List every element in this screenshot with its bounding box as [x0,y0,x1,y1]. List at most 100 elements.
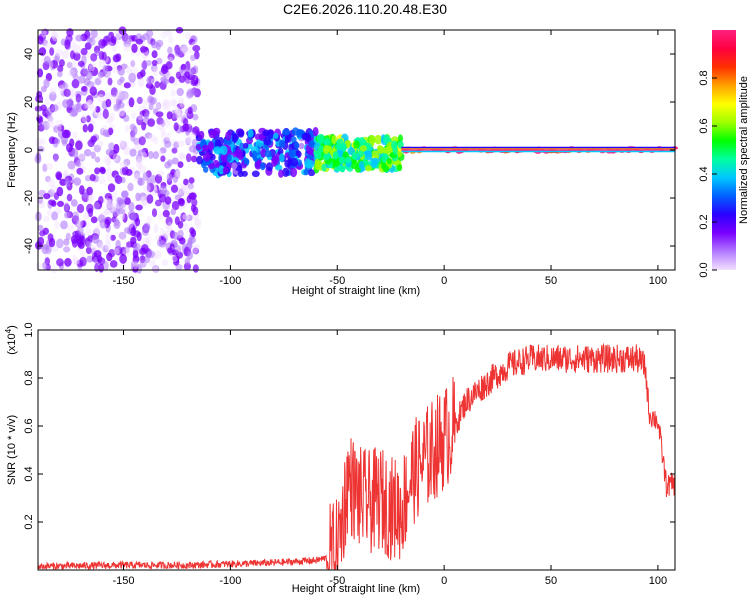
spectrogram-cell [66,143,73,153]
spectrogram-cell [187,251,194,260]
spectrogram-cell [141,244,149,253]
spectrogram-cell [42,261,48,270]
spectrogram-cell [108,142,115,150]
snr-y-multiplier: (x104) [4,325,18,355]
spectrogram-cell [170,208,176,216]
snr-x-tick-label: -100 [219,575,241,587]
spectrogram-cell [117,106,126,117]
spectrogram-cell [118,26,127,35]
spectrogram-cell [128,201,135,212]
spectrogram-cell [107,77,113,86]
spectrogram-cell [146,194,154,204]
spectrogram-cell [332,158,340,168]
spectrogram-cell [166,224,173,233]
spectrogram-cell [163,100,171,111]
spectrogram-cell [171,157,179,165]
spectrogram-cell [79,185,85,195]
spectrogram-cell [146,215,153,225]
spectrogram-cell [105,166,112,176]
spectrogram-cell [50,30,58,39]
spectrogram-cell [98,50,105,61]
spectrogram-cell [386,157,392,165]
colorbar: 0.0 0.2 0.4 0.6 0.8 Normalized spectral ampl… [698,30,750,278]
spectrogram-cell [51,104,59,112]
spectrogram-cell [87,99,94,109]
spectrogram-cell [336,138,344,147]
spectrogram-cell [67,224,74,232]
spectrogram-cell [143,184,151,193]
spectrogram-cell [291,136,297,143]
spectrogram-cell [45,175,51,183]
snr-y-tick-label: 1.0 [23,322,35,337]
spectrogram-cell [128,72,137,83]
spectrogram-cell [314,160,322,171]
spectrogram-cell [262,129,271,137]
spectrogram-cell [189,88,198,96]
spectrogram-cell [153,224,159,234]
spectrogram-cell [71,79,80,89]
spectrogram-cell [47,115,54,122]
spectrogram-cell [184,257,191,265]
spectrogram-cell [191,155,198,163]
spectrogram-cell [234,148,243,159]
spectrogram-cell [43,56,51,65]
spectrogram-cell [160,131,167,139]
spectrogram-cell [123,82,131,89]
spectrogram-cell [78,153,86,162]
spectrogram-cell [81,85,88,92]
spectrogram-cell [106,41,114,48]
spectrogram-cell [108,249,116,258]
spectrogram-cell [282,128,290,136]
spectrogram-cell [192,126,200,136]
spectrogram-cell [164,140,172,148]
spectrogram-cell [291,127,300,136]
spectrogram-cell [147,250,155,259]
spectrogram-cell [266,162,273,172]
spectrogram-cell [124,34,132,45]
spectrogram-cell [97,90,106,98]
spectrogram-cell [353,140,360,149]
spectrogram-cell [397,134,403,143]
snr-y-multiplier-close: ) [6,325,18,329]
spectrogram-cell [124,124,130,132]
spectrogram-cell [231,162,238,170]
spectrogram-cell [377,145,385,154]
spectrogram-cell [196,155,203,165]
spectrogram-cell [123,114,130,122]
spectrogram-cell [44,42,52,49]
spectrogram-cell [220,145,228,156]
spectrogram-cell [222,167,229,174]
spectrogram-cell [160,126,166,136]
spectrogram-cell [145,234,152,244]
colorbar-gradient [712,30,736,270]
spectrogram-cell [103,261,109,271]
spectrogram-cell [105,233,112,243]
spectrogram-cell [46,120,55,128]
spectrogram-cell [218,165,225,175]
spectrogram-cell [75,93,82,103]
spectrogram-cell [94,225,101,236]
spectrogram-cell [160,31,167,39]
spectrogram-cell [107,183,116,193]
spectrogram-cell [85,175,92,182]
spectrogram-cell [162,259,169,266]
spectrogram-cell [158,212,164,220]
spectrogram-x-tick-label: -100 [219,275,241,287]
spectrogram-cell [61,82,68,91]
spectrogram-y-tick-label: 0 [23,147,35,153]
spectrogram-cell [189,192,197,200]
spectrogram-cell [203,166,209,173]
spectrogram-cell [365,165,372,172]
spectrogram-cell [61,50,70,59]
spectrogram-cell [184,71,190,79]
spectrogram-cell [185,32,192,40]
spectrogram-cell [263,137,272,146]
spectrogram-cell [173,122,179,132]
spectrogram-cell [63,202,70,211]
spectrogram-cell [63,88,71,97]
spectrogram-cell [80,116,87,124]
spectrogram-cell [159,227,165,237]
spectrogram-cell [53,153,59,163]
spectrogram-cell [115,239,121,250]
spectrogram-cell [80,220,87,228]
